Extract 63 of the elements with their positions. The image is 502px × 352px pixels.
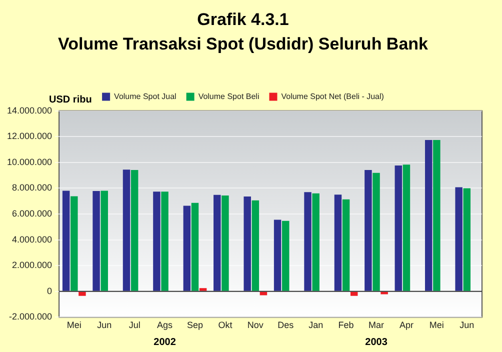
x-tick-label: Apr [399, 320, 414, 330]
bar [78, 292, 86, 296]
x-tick-label: Jun [460, 320, 474, 330]
bar [100, 190, 108, 291]
y-axis-title: USD ribu [49, 94, 92, 106]
y-tick-label: 14.000.000 [6, 105, 52, 116]
bar [92, 191, 100, 291]
y-tick-label: -2.000.000 [8, 312, 52, 322]
chart-subtitle: Volume Transaksi Spot (Usdidr) Seluruh Bank [58, 34, 429, 54]
y-tick-label: 10.000.000 [6, 156, 52, 167]
chart-title: Grafik 4.3.1 [197, 10, 289, 29]
x-tick-label: Nov [247, 320, 264, 330]
x-tick-label: Ags [157, 320, 174, 330]
bar [334, 194, 342, 291]
bar [244, 196, 251, 291]
bar [364, 170, 372, 291]
y-tick-label: 2.000.000 [12, 260, 52, 270]
bar [191, 202, 199, 291]
x-tick-label: Jul [128, 320, 140, 330]
bar [222, 196, 229, 291]
bar [394, 165, 402, 291]
y-tick-label: 12.000.000 [6, 131, 52, 142]
x-tick-label: Mar [368, 320, 384, 330]
bar [274, 220, 282, 291]
bar [463, 188, 471, 291]
bar [282, 220, 290, 291]
bar [199, 288, 207, 291]
text: 2003 [365, 336, 388, 348]
y-tick-label: 4.000.000 [12, 234, 52, 244]
legend-label: Volume Spot Beli [198, 92, 260, 102]
bar [372, 172, 380, 291]
x-tick-label: Mei [66, 320, 82, 330]
x-tick-label: Okt [218, 320, 233, 330]
bar [455, 187, 462, 291]
bar [62, 190, 70, 291]
bar [161, 192, 168, 291]
bar [342, 199, 350, 291]
bar [433, 140, 440, 291]
bar [122, 170, 130, 291]
bar [260, 292, 268, 296]
bar [153, 192, 160, 291]
x-tick-label: Sep [186, 320, 203, 330]
y-tick-label: 8.000.000 [12, 182, 52, 193]
bar [350, 292, 358, 296]
bar [252, 200, 260, 291]
legend-label: Volume Spot Jual [114, 92, 177, 102]
y-tick-label: 0 [47, 286, 52, 296]
text: 2002 [154, 336, 176, 348]
x-tick-label: Feb [338, 320, 354, 330]
x-tick-label: Jan [308, 320, 324, 330]
y-tick-label: 6.000.000 [12, 208, 52, 218]
x-tick-label: Jun [97, 320, 112, 330]
x-tick-label: Des [278, 320, 294, 330]
legend-label: Volume Spot Net (Beli - Jual) [281, 92, 384, 102]
bar [70, 196, 78, 291]
bar [312, 193, 320, 291]
bar [402, 164, 410, 291]
bar [304, 192, 312, 291]
bar [214, 194, 221, 291]
bar [183, 206, 191, 291]
x-tick-label: Mei [429, 320, 444, 330]
bar [425, 140, 432, 291]
bar [130, 170, 138, 291]
